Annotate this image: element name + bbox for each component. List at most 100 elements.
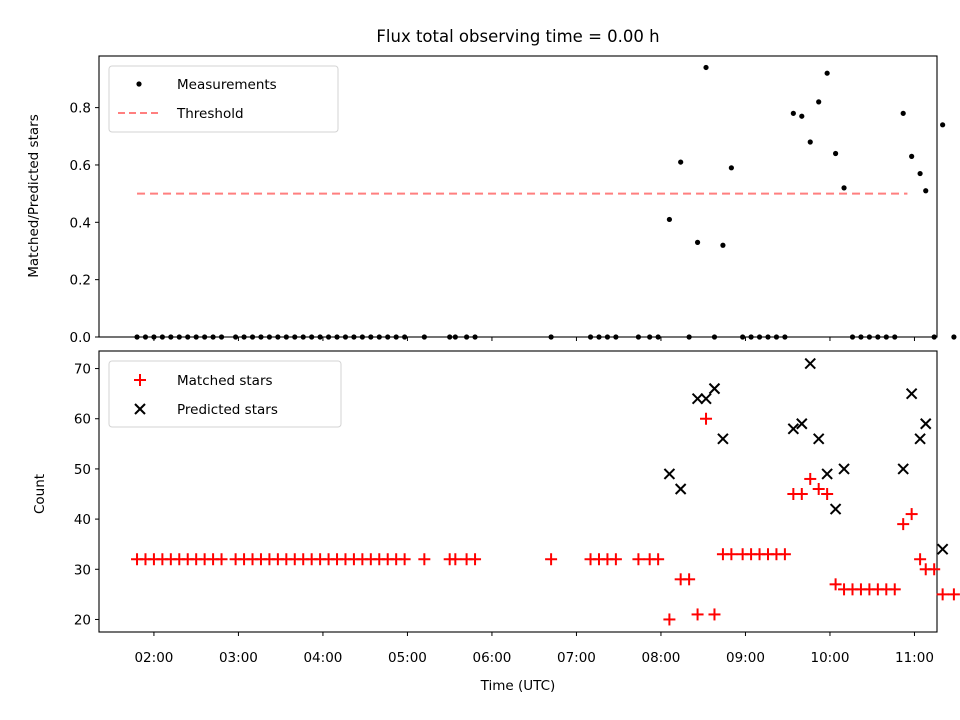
bottom-x-tick-label: 04:00: [303, 650, 342, 666]
top-y-ticks: 0.0 0.2 0.4 0.6 0.8: [70, 101, 99, 346]
measurement-point: [720, 242, 726, 248]
bottom-y-tick-label: 70: [74, 362, 91, 378]
matched-star-point: [795, 488, 808, 501]
bottom-y-tick-label: 30: [74, 562, 91, 578]
top-y-tick-label: 0.2: [70, 273, 91, 289]
matched-star-point: [829, 578, 842, 591]
matched-star-point: [914, 553, 927, 566]
bottom-y-tick-label: 20: [74, 612, 91, 628]
measurement-point: [596, 334, 602, 340]
bottom-x-tick-label: 03:00: [219, 650, 258, 666]
measurement-point: [799, 113, 805, 119]
top-series-layer: [134, 64, 957, 340]
measurement-point: [858, 334, 864, 340]
bottom-x-tick-label: 08:00: [641, 650, 680, 666]
measurement-point: [292, 334, 298, 340]
matched-star-point: [928, 563, 941, 576]
matched-star-point: [725, 548, 738, 561]
measurement-point: [917, 170, 923, 177]
bottom-series-layer: [131, 357, 960, 626]
matched-star-point: [936, 588, 949, 601]
predicted-star-point: [787, 423, 800, 435]
matched-star-point: [804, 472, 817, 485]
legend-predicted-marker: [134, 403, 146, 415]
matched-star-point: [663, 613, 676, 626]
matched-star-point: [469, 553, 482, 566]
bottom-y-axis-label: Count: [32, 474, 48, 514]
matched-star-point: [609, 553, 622, 566]
measurement-point: [931, 334, 937, 340]
measurement-point: [900, 110, 906, 116]
measurement-point: [604, 334, 611, 340]
measurement-point: [151, 334, 157, 340]
bottom-x-tick-label: 09:00: [726, 650, 765, 666]
matched-star-point: [683, 573, 696, 586]
measurement-point: [385, 334, 391, 340]
matched-star-point: [545, 553, 558, 566]
predicted-star-point: [812, 433, 825, 445]
measurement-point: [773, 334, 780, 340]
measurement-point: [368, 334, 374, 340]
bottom-x-ticks: 02:00 03:00 04:00 05:00 06:00 07:00 08:00 09:00…: [134, 632, 934, 666]
measurement-point: [258, 334, 264, 340]
predicted-star-point: [914, 433, 926, 445]
matched-star-point: [897, 518, 910, 531]
top-y-tick-label: 0.6: [70, 158, 91, 174]
top-y-tick-label: 0.0: [70, 330, 91, 346]
measurement-point: [142, 334, 149, 340]
measurement-point: [452, 334, 458, 340]
matched-star-point: [778, 548, 791, 561]
measurement-point: [728, 165, 734, 171]
measurement-point: [421, 334, 427, 340]
measurement-point: [249, 334, 256, 340]
predicted-star-point: [691, 392, 704, 405]
measurement-point: [300, 334, 306, 340]
measurement-point: [342, 334, 349, 340]
measurement-point: [210, 334, 216, 340]
bottom-y-tick-label: 60: [74, 412, 91, 428]
matched-star-point: [398, 553, 411, 566]
measurement-point: [325, 334, 332, 340]
measurement-point: [849, 334, 856, 340]
bottom-y-ticks: 20 30 40 50 60 70: [74, 362, 99, 628]
measurement-point: [472, 334, 478, 340]
predicted-star-point: [796, 418, 808, 430]
measurement-point: [951, 334, 957, 340]
top-legend-box: [108, 65, 339, 133]
predicted-star-point: [936, 543, 949, 555]
top-y-axis-label: Matched/Predicted stars: [26, 114, 42, 277]
measurement-point: [548, 334, 554, 340]
measurement-point: [317, 334, 323, 340]
measurement-point: [176, 334, 182, 340]
bottom-y-tick-label: 50: [74, 462, 91, 478]
matched-star-point: [215, 553, 228, 566]
top-y-tick-label: 0.8: [70, 101, 91, 117]
legend-measurements-label: Measurements: [177, 77, 277, 93]
measurement-point: [463, 334, 470, 340]
measurement-point: [765, 334, 771, 340]
matched-star-point: [691, 608, 704, 621]
measurement-point: [647, 334, 653, 340]
measurement-point: [283, 334, 289, 340]
measurement-point: [892, 334, 898, 340]
legend-predicted-label: Predicted stars: [177, 402, 278, 418]
bottom-x-tick-label: 05:00: [388, 650, 427, 666]
measurement-point: [694, 239, 701, 245]
predicted-star-point: [905, 387, 918, 400]
top-legend: Measurements Threshold: [108, 65, 339, 133]
bottom-legend: Matched stars Predicted stars: [108, 360, 342, 428]
legend-matched-marker: [134, 374, 146, 386]
measurement-point: [613, 334, 619, 340]
measurement-point: [655, 334, 661, 340]
predicted-star-point: [838, 463, 850, 475]
measurement-point: [241, 334, 247, 340]
top-x-ticks: [153, 337, 915, 341]
measurement-point: [134, 334, 140, 340]
measurement-point: [824, 70, 830, 76]
measurement-point: [359, 334, 365, 340]
measurement-point: [923, 188, 929, 194]
matched-star-point: [947, 588, 960, 601]
measurement-point: [748, 334, 754, 340]
measurement-point: [940, 122, 946, 128]
bottom-legend-box: [108, 360, 342, 428]
